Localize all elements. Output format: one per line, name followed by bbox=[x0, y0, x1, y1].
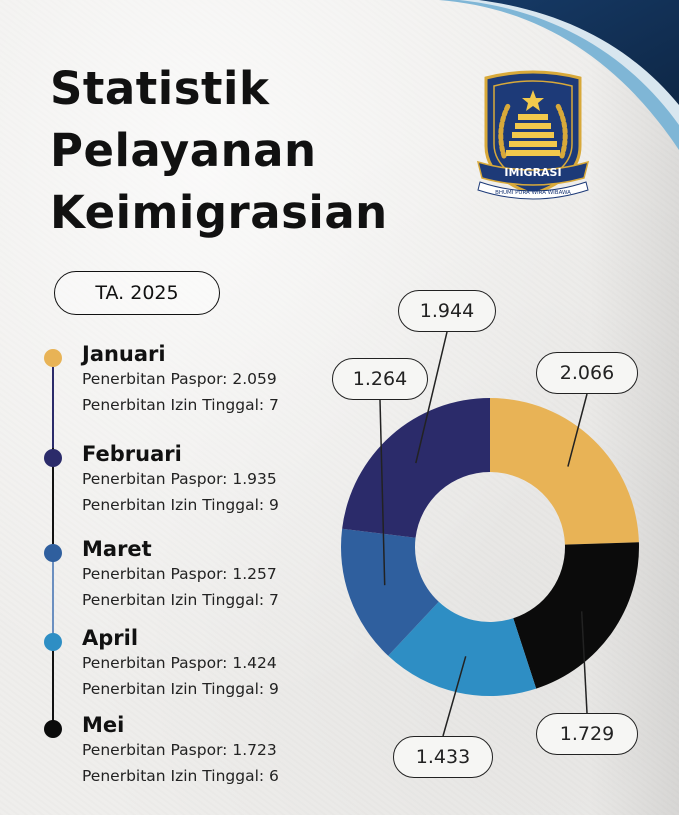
title-line-3: Keimigrasian bbox=[50, 186, 388, 239]
month-name: Mei bbox=[82, 713, 125, 737]
month-dot bbox=[44, 544, 62, 562]
year-badge: TA. 2025 bbox=[54, 271, 220, 315]
paspor-count: Penerbitan Paspor: 1.723 bbox=[82, 741, 277, 759]
month-dot bbox=[44, 633, 62, 651]
month-name: Januari bbox=[82, 342, 166, 366]
izin-tinggal-count: Penerbitan Izin Tinggal: 7 bbox=[82, 591, 279, 609]
izin-tinggal-count: Penerbitan Izin Tinggal: 9 bbox=[82, 496, 279, 514]
title-line-1: Statistik bbox=[50, 62, 270, 115]
emblem-motto: BHUMI PURA WIRA WIBAWA bbox=[495, 190, 571, 196]
paspor-count: Penerbitan Paspor: 2.059 bbox=[82, 370, 277, 388]
data-label-april: 1.433 bbox=[393, 736, 493, 778]
month-name: Februari bbox=[82, 442, 182, 466]
paspor-count: Penerbitan Paspor: 1.424 bbox=[82, 654, 277, 672]
imigrasi-emblem-icon: IMIGRASI BHUMI PURA WIRA WIBAWA bbox=[476, 70, 590, 200]
month-dot bbox=[44, 720, 62, 738]
data-label-mei: 1.729 bbox=[536, 713, 638, 755]
emblem-banner-text: IMIGRASI bbox=[504, 166, 561, 179]
izin-tinggal-count: Penerbitan Izin Tinggal: 6 bbox=[82, 767, 279, 785]
month-dot bbox=[44, 349, 62, 367]
data-label-maret: 1.264 bbox=[332, 358, 428, 400]
paspor-count: Penerbitan Paspor: 1.935 bbox=[82, 470, 277, 488]
paspor-count: Penerbitan Paspor: 1.257 bbox=[82, 565, 277, 583]
izin-tinggal-count: Penerbitan Izin Tinggal: 9 bbox=[82, 680, 279, 698]
izin-tinggal-count: Penerbitan Izin Tinggal: 7 bbox=[82, 396, 279, 414]
month-dot bbox=[44, 449, 62, 467]
data-label-januari: 2.066 bbox=[536, 352, 638, 394]
page-title: Statistik Pelayanan Keimigrasian bbox=[50, 58, 388, 244]
timeline-line bbox=[52, 356, 54, 724]
title-line-2: Pelayanan bbox=[50, 124, 317, 177]
data-label-februari: 1.944 bbox=[398, 290, 496, 332]
month-name: Maret bbox=[82, 537, 152, 561]
corner-decoration bbox=[439, 0, 679, 150]
month-name: April bbox=[82, 626, 139, 650]
